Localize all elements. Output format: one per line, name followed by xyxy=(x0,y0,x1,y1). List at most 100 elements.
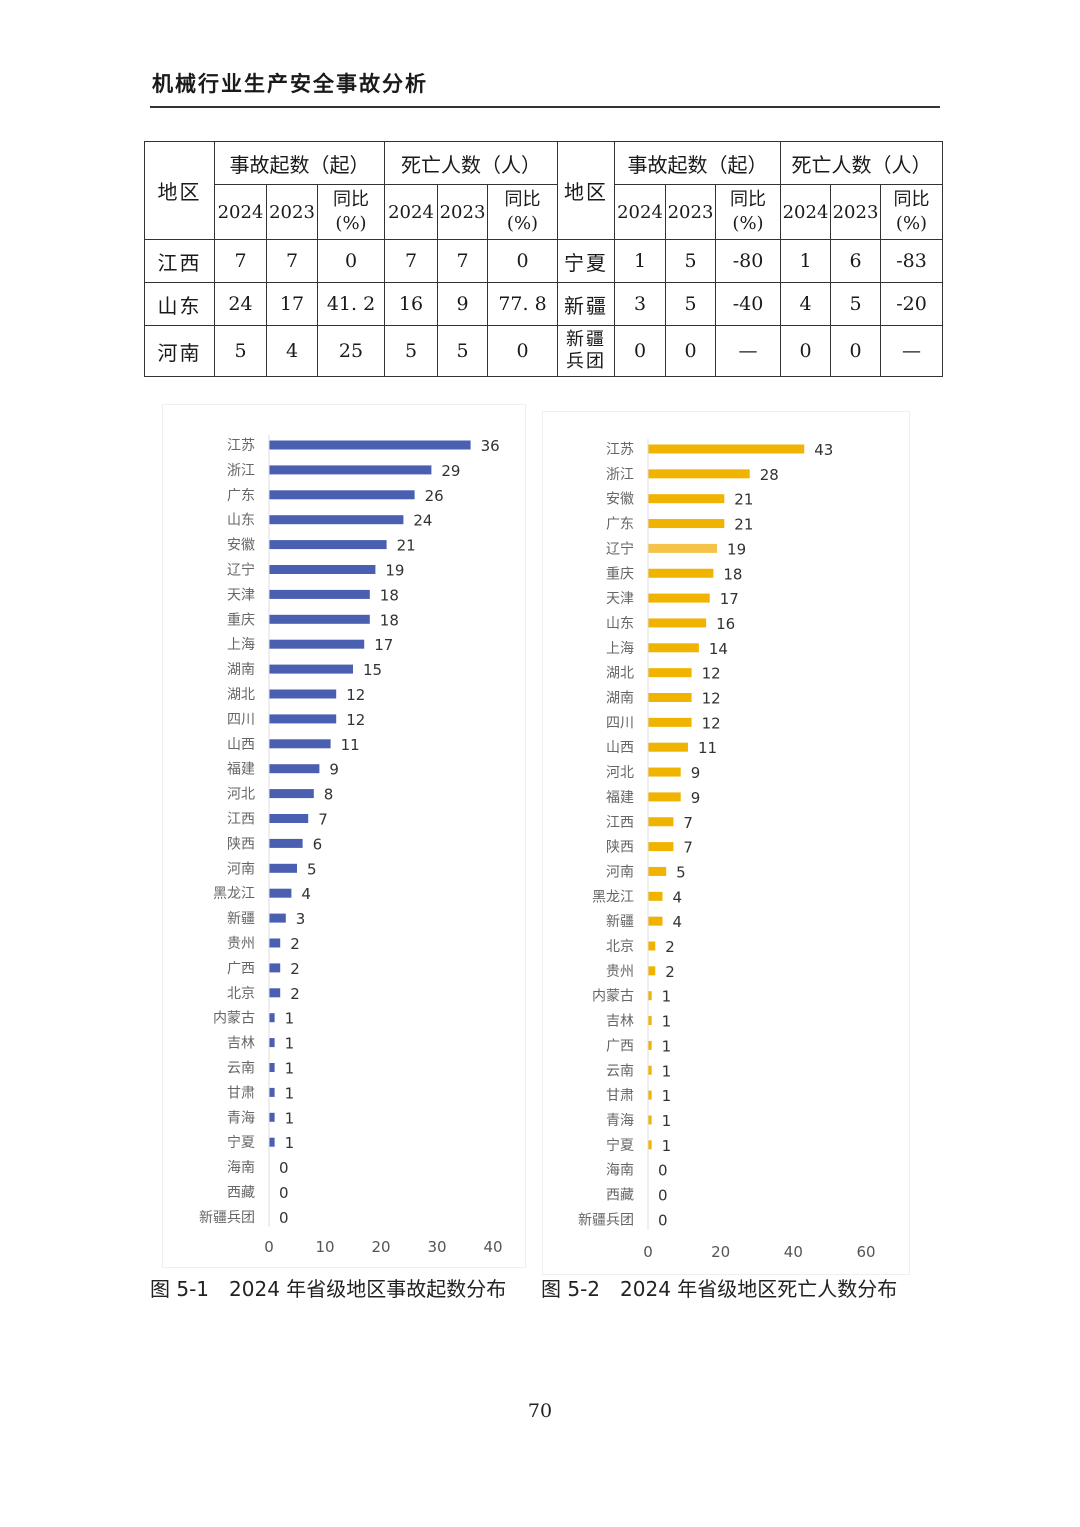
category-label: 西藏 xyxy=(227,1185,255,1201)
bar xyxy=(648,568,714,578)
category-label: 甘肃 xyxy=(606,1088,634,1104)
region-cell: 河南 xyxy=(144,325,215,377)
value-label: 21 xyxy=(734,491,753,509)
accidents-2024-cell: 1 xyxy=(614,239,666,283)
category-label: 江苏 xyxy=(606,442,634,458)
year-2023-header: 2023 xyxy=(266,184,318,240)
x-tick-label: 0 xyxy=(264,1238,274,1256)
year-2024-header: 2024 xyxy=(214,184,267,240)
category-label: 河南 xyxy=(606,864,634,880)
accidents-yoy-cell: — xyxy=(715,325,781,377)
bar xyxy=(648,668,692,678)
region-cell: 新疆兵团 xyxy=(557,325,615,377)
value-label: 5 xyxy=(676,863,686,881)
category-label: 辽宁 xyxy=(606,540,634,557)
yoy-header: 同比 (%) xyxy=(317,184,385,240)
value-label: 14 xyxy=(709,640,728,658)
bar xyxy=(648,444,805,454)
category-label: 安徽 xyxy=(606,492,634,508)
bar xyxy=(269,913,286,923)
accidents-yoy-cell: 25 xyxy=(317,325,385,377)
deaths-header-left: 死亡人数（人） xyxy=(384,141,558,185)
deaths-2023-cell: 6 xyxy=(830,239,881,283)
category-label: 广东 xyxy=(227,488,255,504)
yoy-label: 同比 xyxy=(504,189,541,210)
category-label: 云南 xyxy=(227,1061,255,1077)
accident-count-chart-panel: 江苏 36 浙江 29 广东 26 山东 24 安徽 21 辽宁 19 天津 18 重庆 18 上海 17 湖南 15… xyxy=(163,405,525,1267)
bar xyxy=(269,988,281,998)
bar xyxy=(269,1137,275,1147)
bar xyxy=(269,490,415,500)
value-label: 15 xyxy=(363,661,382,679)
value-label: 1 xyxy=(662,1112,672,1130)
bar xyxy=(648,1040,652,1050)
figure-caption-5-2: 图 5-2 2024 年省级地区死亡人数分布 xyxy=(541,1277,898,1301)
bar xyxy=(648,519,725,529)
bar xyxy=(269,888,292,898)
category-label: 四川 xyxy=(227,712,255,728)
bar xyxy=(648,1065,652,1075)
category-label: 内蒙古 xyxy=(592,989,634,1005)
bar xyxy=(648,1140,652,1150)
bar xyxy=(269,540,387,550)
value-label: 1 xyxy=(662,1013,672,1031)
deaths-yoy-cell: 77. 8 xyxy=(487,282,558,326)
bar xyxy=(269,440,471,450)
bar xyxy=(269,465,432,475)
category-label: 辽宁 xyxy=(227,562,255,579)
bar xyxy=(648,842,674,852)
value-label: 12 xyxy=(702,714,721,732)
category-label: 上海 xyxy=(606,641,634,657)
x-tick-label: 60 xyxy=(856,1243,875,1261)
category-label: 重庆 xyxy=(227,612,255,628)
bar xyxy=(269,1087,275,1097)
bar xyxy=(269,614,370,624)
category-label: 青海 xyxy=(227,1110,255,1126)
category-label: 云南 xyxy=(606,1063,634,1079)
category-label: 甘肃 xyxy=(227,1085,255,1101)
category-label: 广东 xyxy=(606,517,634,533)
deaths-2024-cell: 1 xyxy=(780,239,831,283)
yoy-label: 同比 xyxy=(333,189,369,210)
category-label: 天津 xyxy=(606,591,634,607)
accidents-2024-cell: 7 xyxy=(214,239,267,283)
bar xyxy=(648,1090,652,1100)
category-label: 河北 xyxy=(227,787,255,803)
region-header-right: 地区 xyxy=(557,141,615,240)
running-header: 机械行业生产安全事故分析 xyxy=(152,72,428,96)
value-label: 18 xyxy=(380,586,399,604)
value-label: 1 xyxy=(285,1134,295,1152)
category-label: 新疆 xyxy=(606,914,634,930)
value-label: 0 xyxy=(658,1162,668,1180)
deaths-yoy-cell: 0 xyxy=(487,325,558,377)
bar xyxy=(269,714,337,724)
bar xyxy=(648,916,663,926)
accidents-2023-cell: 17 xyxy=(266,282,318,326)
x-tick-label: 30 xyxy=(427,1238,446,1256)
category-label: 湖南 xyxy=(606,691,634,707)
bar xyxy=(648,866,667,876)
category-label: 吉林 xyxy=(227,1036,255,1052)
bar xyxy=(648,618,707,628)
x-tick-label: 40 xyxy=(784,1243,803,1261)
value-label: 1 xyxy=(285,1060,295,1078)
accidents-header-right: 事故起数（起） xyxy=(614,141,781,185)
value-label: 1 xyxy=(662,1137,672,1155)
category-label: 四川 xyxy=(606,715,634,731)
year-2023-header: 2023 xyxy=(665,184,716,240)
value-label: 26 xyxy=(425,487,444,505)
deaths-yoy-cell: -83 xyxy=(880,239,943,283)
value-label: 24 xyxy=(413,512,432,530)
category-label: 广西 xyxy=(227,961,255,977)
year-2024-header: 2024 xyxy=(614,184,666,240)
value-label: 0 xyxy=(279,1159,289,1177)
value-label: 12 xyxy=(346,711,365,729)
value-label: 5 xyxy=(307,860,317,878)
bar xyxy=(648,891,663,901)
category-label: 福建 xyxy=(227,762,255,778)
category-label: 福建 xyxy=(606,790,634,806)
value-label: 29 xyxy=(441,462,460,480)
bar xyxy=(269,664,353,674)
category-label: 山西 xyxy=(227,737,255,753)
